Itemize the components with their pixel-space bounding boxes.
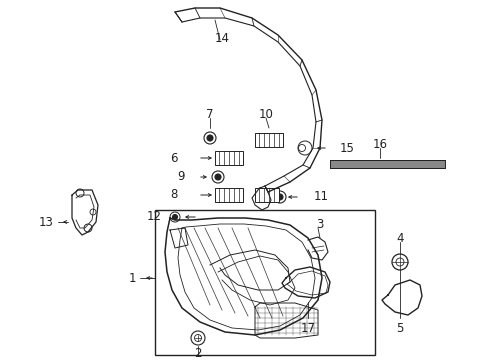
Bar [215,188,243,202]
Text: 3: 3 [316,217,323,230]
Bar [254,133,283,147]
Text: 14: 14 [214,31,229,45]
Text: 4: 4 [395,231,403,244]
Text: 2: 2 [194,347,202,360]
Bar [215,151,243,165]
Text: 12: 12 [147,211,162,224]
Text: 9: 9 [177,171,184,184]
Text: 15: 15 [339,141,354,154]
Bar [155,210,374,355]
Text: 7: 7 [206,108,213,121]
Text: 11: 11 [313,190,328,203]
Text: 8: 8 [170,189,178,202]
Circle shape [206,135,213,141]
Text: 10: 10 [258,108,273,121]
Circle shape [172,215,177,220]
Bar [254,188,279,202]
Text: 17: 17 [300,322,315,335]
Text: 16: 16 [372,138,386,150]
Circle shape [215,174,221,180]
Circle shape [276,194,283,200]
Text: 1: 1 [128,271,136,284]
Text: 13: 13 [39,216,53,229]
Text: 6: 6 [170,152,178,165]
Text: 5: 5 [395,322,403,335]
Bar [329,160,444,168]
